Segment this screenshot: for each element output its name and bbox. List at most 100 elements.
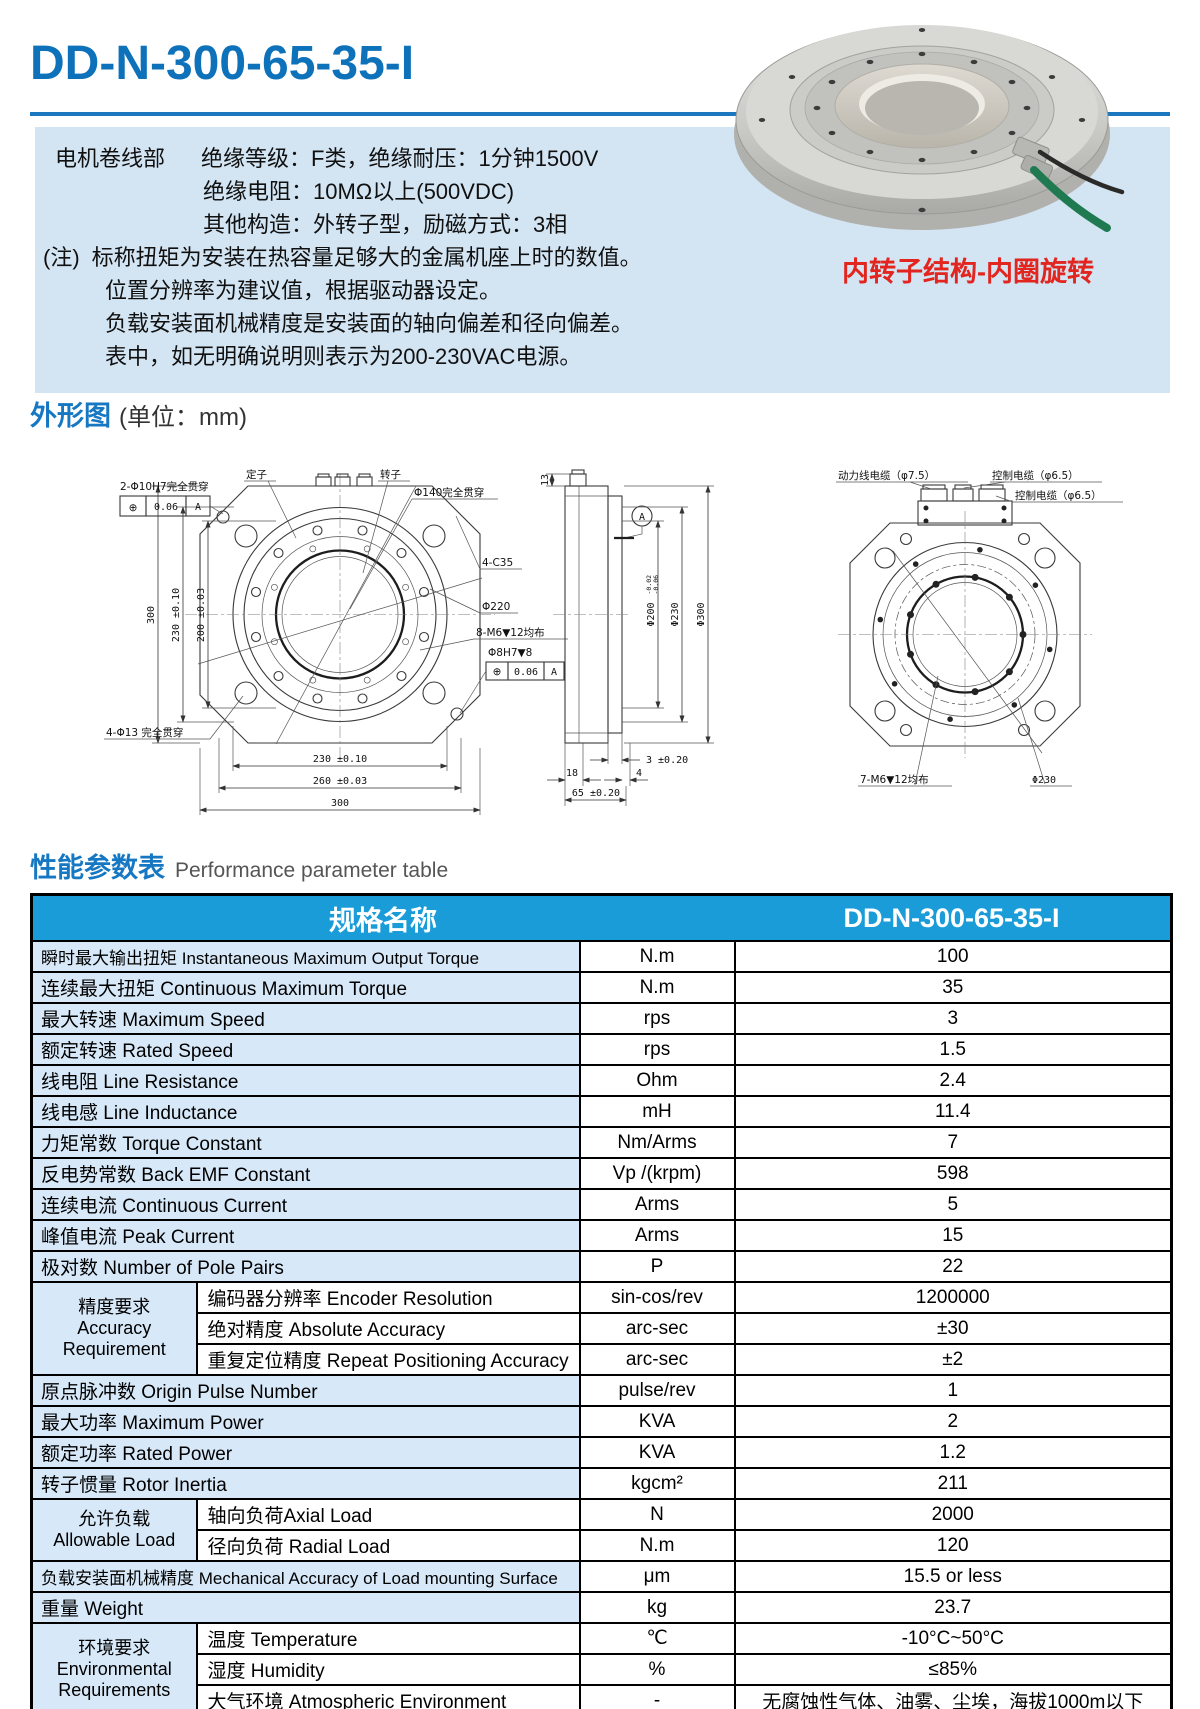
pin-note: Φ8H7▼8 [488,647,532,659]
table-row: 转子惯量 Rotor Inertia kgcm² 211 [30,1467,1173,1500]
param-unit: Arms [578,1219,736,1252]
side-view-drawing: A 13 Φ200 -0.02 -0.06 Φ230 Φ300 3 ±0.20 … [540,469,714,806]
param-value: 1.2 [733,1436,1173,1469]
dim-200-vertical: 200 ±0.03 [196,588,207,642]
table-row: 极对数 Number of Pole Pairs P 22 [30,1250,1173,1283]
param-value: 2.4 [733,1064,1173,1097]
chamfer-note: 4-C35 [482,557,513,569]
param-value: 598 [733,1157,1173,1190]
param-label: 额定转速 Rated Speed [30,1033,581,1066]
feature-control-frame: ⊕ 0.06 A [459,661,565,714]
param-label: 线电阻 Line Resistance [30,1064,581,1097]
param-label: 原点脉冲数 Origin Pulse Number [30,1374,581,1407]
param-unit: kgcm² [578,1467,736,1500]
param-unit: Arms [578,1188,736,1221]
table-row: 线电感 Line Inductance mH 11.4 [30,1095,1173,1128]
param-value: 1200000 [733,1281,1173,1314]
param-value: -10°C~50°C [733,1622,1173,1655]
param-label: 瞬时最大输出扭矩 Instantaneous Maximum Output To… [30,940,581,973]
param-label: 力矩常数 Torque Constant [30,1126,581,1159]
dim-65: 65 ±0.20 [572,788,620,799]
param-unit: N [578,1498,736,1531]
outline-heading-unit: (单位：mm) [119,404,247,431]
dim-d200-tol-lower: -0.06 [652,575,660,595]
param-value: 7 [733,1126,1173,1159]
spec-name-header: 规格名称 [329,905,437,936]
dim-4: 4 [636,768,642,779]
param-label: 绝对精度 Absolute Accuracy [195,1312,581,1345]
outline-heading-zh: 外形图 [30,401,111,431]
param-label: 径向负荷 Radial Load [195,1529,581,1562]
page-title: DD-N-300-65-35-I [30,37,415,90]
bolt8-note: 8-M6▼12均布 [476,627,545,639]
dim-13: 13 [540,474,551,486]
param-unit: N.m [578,971,736,1004]
note-line: 负载安装面机械精度是安装面的轴向偏差和径向偏差。 [105,311,634,336]
table-row: 线电阻 Line Resistance Ohm 2.4 [30,1064,1173,1097]
table-header-row: 规格名称 DD-N-300-65-35-I [30,893,1173,942]
param-value: 22 [733,1250,1173,1283]
note-line: 其他构造：外转子型，励磁方式：3相 [203,212,568,237]
param-value: 5 [733,1188,1173,1221]
param-label: 轴向负荷Axial Load [195,1498,581,1531]
rear-view-drawing: 动力线电缆（φ7.5） 控制电缆（φ6.5） 控制电缆（φ6.5） 7-M6▼1… [836,469,1123,787]
performance-table: 规格名称 DD-N-300-65-35-I 瞬时最大输出扭矩 Instantan… [30,893,1174,1709]
param-label: 峰值电流 Peak Current [30,1219,581,1252]
param-unit: KVA [578,1436,736,1469]
param-unit: rps [578,1002,736,1035]
table-row: 连续最大扭矩 Continuous Maximum Torque N.m 35 [30,971,1173,1004]
title-divider [30,112,1170,116]
param-value: 2000 [733,1498,1173,1531]
note-line: 绝缘等级：F类，绝缘耐压：1分钟1500V [201,146,599,171]
param-unit: Ohm [578,1064,736,1097]
param-unit: Vp /(krpm) [578,1157,736,1190]
param-unit: N.m [578,1529,736,1562]
param-unit: kg [578,1591,736,1624]
param-unit: sin-cos/rev [578,1281,736,1314]
param-label: 负载安装面机械精度 Mechanical Accuracy of Load mo… [30,1560,581,1593]
param-unit: rps [578,1033,736,1066]
pin-holes-note: 2-Φ10H7完全贯穿 [120,480,209,493]
tolerance-value: 0.06 [514,667,538,678]
front-view-drawing: 300 230 ±0.10 200 ±0.03 230 ±0.10 260 ±0… [104,468,568,815]
param-value: 100 [733,940,1173,973]
table-row: 绝对精度 Absolute Accuracy arc-sec ±30 [32,1312,1173,1345]
position-symbol: ⊕ [493,666,502,678]
performance-section-heading: 性能参数表 Performance parameter table [30,846,448,885]
dim-height-300: 300 [146,606,157,624]
table-row: 环境要求 Environmental Requirements 温度 Tempera… [30,1622,1173,1709]
param-value: 1.5 [733,1033,1173,1066]
param-unit: Nm/Arms [578,1126,736,1159]
performance-heading-zh: 性能参数表 [30,853,165,883]
param-label: 温度 Temperature [195,1622,581,1655]
param-label: 极对数 Number of Pole Pairs [30,1250,581,1283]
outline-drawings: 300 230 ±0.10 200 ±0.03 230 ±0.10 260 ±0… [104,468,1123,815]
motor-body-illustration [734,25,1125,232]
dim-d230: Φ230 [670,602,681,626]
table-row: 原点脉冲数 Origin Pulse Number pulse/rev 1 [30,1374,1173,1407]
param-unit: ℃ [578,1622,736,1655]
stator-label: 定子 [246,468,267,481]
datum-a-label: A [639,512,645,523]
param-value: ≤85% [733,1653,1173,1686]
table-row: 径向负荷 Radial Load N.m 120 [32,1529,1173,1562]
param-value: 120 [733,1529,1173,1562]
rotor-label: 转子 [380,468,401,481]
dim-230-vertical: 230 ±0.10 [171,588,182,642]
param-value: 3 [733,1002,1173,1035]
param-unit: arc-sec [578,1312,736,1345]
dim-3: 3 ±0.20 [646,755,688,766]
param-value: 15.5 or less [733,1560,1173,1593]
dim-d200: Φ200 [646,602,657,626]
param-unit: μm [578,1560,736,1593]
param-label: 最大功率 Maximum Power [30,1405,581,1438]
param-value: 35 [733,971,1173,1004]
table-row: 额定功率 Rated Power KVA 1.2 [30,1436,1173,1469]
feature-control-frame: ⊕ 0.06 A [119,495,224,517]
note-line: 绝缘电阻：10MΩ以上(500VDC) [203,179,515,204]
param-value: 11.4 [733,1095,1173,1128]
rotor-type-caption: 内转子结构-内圈旋转 [842,257,1094,287]
control-cable-note-1: 控制电缆（φ6.5） [992,469,1079,482]
param-label: 额定功率 Rated Power [30,1436,581,1469]
product-photo [734,25,1125,232]
